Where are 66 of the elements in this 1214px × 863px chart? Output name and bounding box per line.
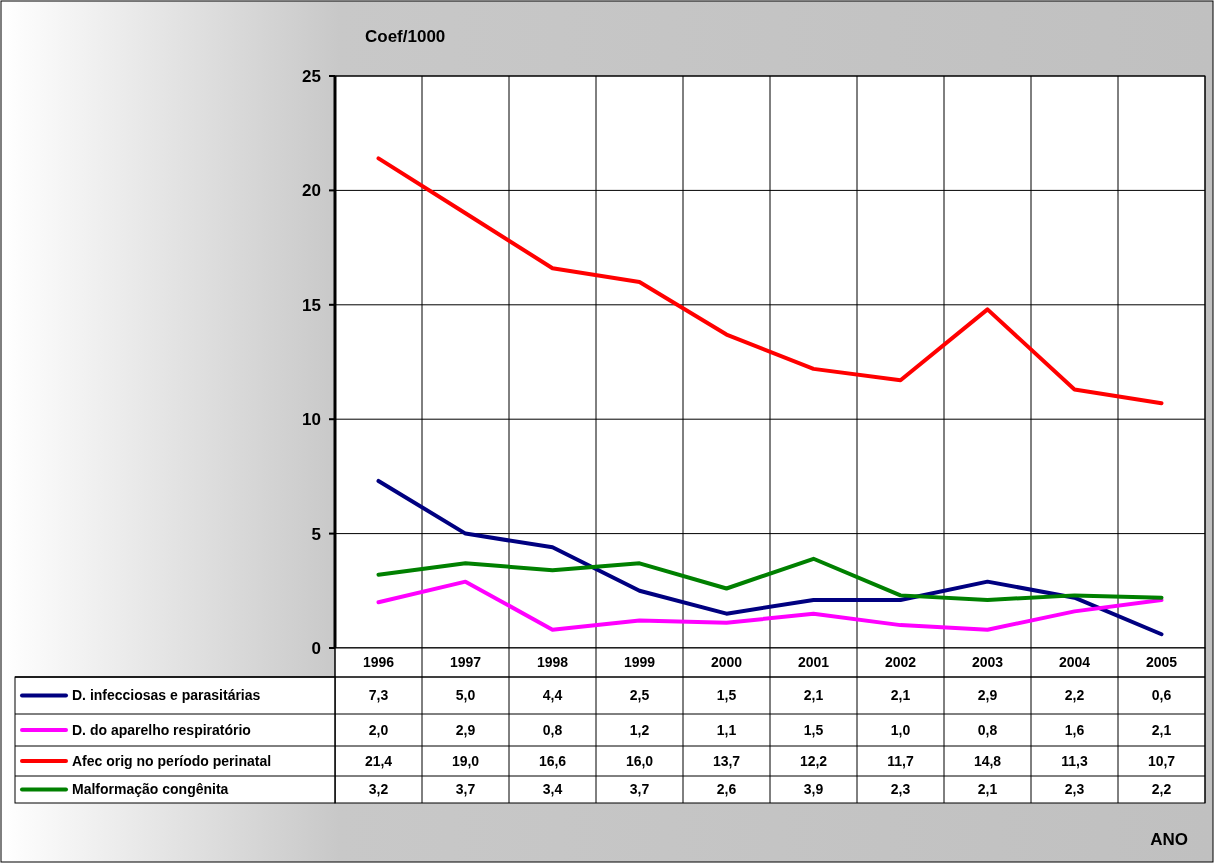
data-label: 7,3: [368, 687, 389, 704]
data-label: 4,4: [542, 687, 563, 704]
data-label: 0,8: [542, 721, 563, 738]
y-tick-label: 15: [302, 295, 321, 315]
data-label: 1,2: [629, 721, 650, 738]
line-series: [376, 556, 1164, 602]
data-label: 1,0: [890, 721, 911, 738]
data-label: 2,1: [977, 781, 998, 798]
data-label: 16,6: [538, 752, 567, 769]
data-label: 2,6: [716, 781, 737, 798]
x-tick-label: 2002: [884, 654, 917, 671]
data-label: 2,2: [1064, 687, 1085, 704]
data-label: 3,7: [629, 781, 650, 798]
x-tick-label: 2004: [1058, 654, 1091, 671]
x-tick-label: 1996: [362, 654, 395, 671]
y-tick-label: 0: [311, 638, 321, 658]
data-label: 3,9: [803, 781, 824, 798]
data-label: 11,3: [1061, 752, 1088, 769]
data-label: 1,1: [716, 721, 737, 738]
data-label: 21,4: [364, 752, 393, 769]
x-tick-label: 1997: [449, 654, 482, 671]
x-tick-label: 2005: [1145, 654, 1178, 671]
data-label: 2,0: [368, 721, 389, 738]
y-tick-label: 25: [302, 66, 321, 86]
x-tick-label: 2001: [797, 654, 830, 671]
legend-label: D. infecciosas e parasitárias: [72, 687, 261, 704]
data-label: 11,7: [887, 752, 914, 769]
text: ANO: [1150, 830, 1188, 849]
data-label: 2,9: [977, 687, 998, 704]
data-label: 2,5: [629, 687, 650, 704]
x-tick-label: 1998: [536, 654, 569, 671]
data-label: 2,1: [803, 687, 824, 704]
data-label: 14,8: [973, 752, 1002, 769]
data-label: 16,0: [625, 752, 654, 769]
line-series: [376, 579, 1164, 632]
data-label: 1,5: [803, 721, 824, 738]
data-label: 2,1: [890, 687, 911, 704]
data-label: 19,0: [451, 752, 480, 769]
data-label: 3,4: [542, 781, 563, 798]
y-tick-label: 20: [302, 181, 321, 201]
data-label: 0,8: [977, 721, 998, 738]
legend-label: Afec orig no período perinatal: [72, 752, 272, 769]
y-axis-title: Coef/1000: [365, 27, 446, 46]
y-tick-label: 5: [311, 524, 321, 544]
x-tick-label: 1999: [623, 654, 656, 671]
data-label: 12,2: [799, 752, 828, 769]
x-tick-label: 2000: [710, 654, 743, 671]
data-label: 1,5: [716, 687, 737, 704]
data-label: 5,0: [455, 687, 476, 704]
data-label: 2,3: [890, 781, 911, 798]
y-tick-label: 10: [302, 410, 321, 430]
data-label: 3,7: [455, 781, 476, 798]
x-tick-label: 2003: [971, 654, 1004, 671]
legend-label: D. do aparelho respiratório: [72, 721, 251, 738]
data-label: 0,6: [1151, 687, 1172, 704]
legend-label: Malformação congênita: [72, 781, 229, 798]
data-label: 3,2: [368, 781, 389, 798]
data-label: 10,7: [1147, 752, 1176, 769]
data-label: 2,9: [455, 721, 476, 738]
data-label: 2,3: [1064, 781, 1085, 798]
data-label: 1,6: [1064, 721, 1085, 738]
line-series: [376, 478, 1164, 637]
data-label: 13,7: [712, 752, 741, 769]
line-series: [376, 156, 1164, 406]
data-label: 2,2: [1151, 781, 1172, 798]
data-label: 2,1: [1151, 721, 1172, 738]
